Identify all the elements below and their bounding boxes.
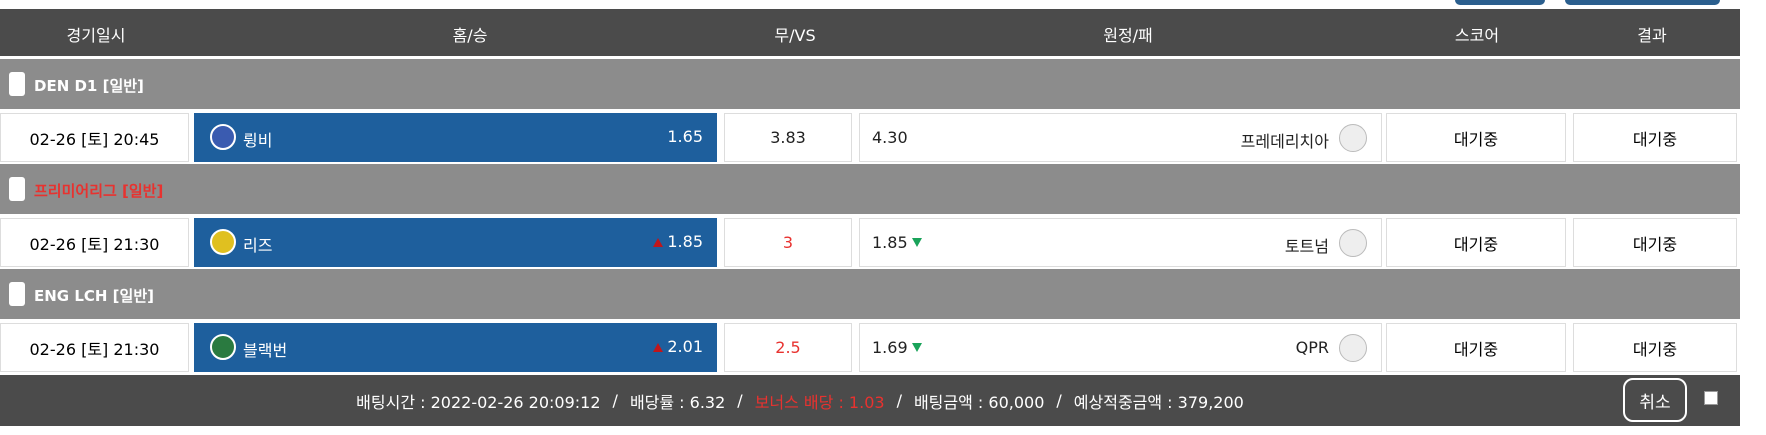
separator: / (737, 391, 743, 410)
league-icon (9, 72, 25, 96)
league-name: ENG LCH [일반] (34, 287, 154, 305)
tab-button[interactable] (1455, 0, 1545, 5)
away-cell[interactable]: 4.30 프레데리치아 (859, 113, 1382, 162)
away-team: QPR (1295, 338, 1329, 357)
summary-item: 배팅시간 : 2022-02-26 20:09:12 (356, 392, 601, 412)
home-cell[interactable]: 륑비 1.65 (194, 113, 717, 162)
trend-up (653, 238, 663, 247)
team-logo (210, 229, 236, 255)
team-logo (210, 124, 236, 150)
date-cell: 02-26 [토] 20:45 (0, 113, 189, 162)
away-cell[interactable]: 1.85 토트넘 (859, 218, 1382, 267)
home-cell[interactable]: 블랙번 2.01 (194, 323, 717, 372)
league-name: 프리미어리그 [일반] (34, 182, 164, 200)
checkbox[interactable] (1704, 391, 1718, 405)
footer-bar (0, 375, 1740, 426)
away-odds: 4.30 (872, 128, 908, 147)
footer-summary: 배팅시간 : 2022-02-26 20:09:12 / 배당률 : 6.32 / 보너… (0, 375, 1600, 426)
result-cell: 대기중 (1573, 323, 1737, 372)
team-logo (1339, 229, 1367, 257)
summary-item: 보너스 배당 : 1.03 (754, 392, 885, 412)
home-odds: 1.65 (667, 127, 703, 146)
summary-item: 예상적중금액 : 379,200 (1073, 392, 1244, 412)
summary-item: 배팅금액 : 60,000 (913, 392, 1045, 412)
away-odds: 1.85 (872, 233, 908, 252)
result-cell: 대기중 (1573, 113, 1737, 162)
separator: / (896, 391, 902, 410)
league-name: DEN D1 [일반] (34, 77, 144, 95)
away-team: 프레데리치아 (1240, 132, 1329, 151)
date-cell: 02-26 [토] 21:30 (0, 323, 189, 372)
trend-down (912, 238, 922, 247)
column-header: 원정/패 (1103, 26, 1153, 45)
column-header: 홈/승 (452, 26, 488, 45)
draw-cell[interactable]: 2.5 (724, 323, 852, 372)
team-logo (1339, 334, 1367, 362)
league-icon (9, 282, 25, 306)
home-cell[interactable]: 리즈 1.85 (194, 218, 717, 267)
team-logo (210, 334, 236, 360)
team-logo (1339, 124, 1367, 152)
home-team: 륑비 (243, 131, 273, 150)
score-cell: 대기중 (1386, 113, 1566, 162)
summary-item: 배당률 : 6.32 (629, 392, 726, 412)
separator: / (612, 391, 618, 410)
away-cell[interactable]: 1.69 QPR (859, 323, 1382, 372)
home-team: 리즈 (243, 236, 273, 255)
cancel-button[interactable]: 취소 (1623, 378, 1687, 422)
away-odds: 1.69 (872, 338, 908, 357)
league-row (0, 59, 1740, 109)
trend-up (653, 343, 663, 352)
score-cell: 대기중 (1386, 323, 1566, 372)
league-row (0, 269, 1740, 319)
trend-down (912, 343, 922, 352)
result-cell: 대기중 (1573, 218, 1737, 267)
draw-cell[interactable]: 3.83 (724, 113, 852, 162)
home-team: 블랙번 (243, 341, 288, 360)
league-row (0, 164, 1740, 214)
home-odds: 1.85 (667, 232, 703, 251)
score-cell: 대기중 (1386, 218, 1566, 267)
date-cell: 02-26 [토] 21:30 (0, 218, 189, 267)
column-header: 경기일시 (66, 26, 126, 45)
column-header: 무/VS (774, 26, 816, 45)
tab-button[interactable] (1565, 0, 1720, 5)
home-odds: 2.01 (667, 337, 703, 356)
away-team: 토트넘 (1284, 237, 1329, 256)
column-header: 결과 (1637, 26, 1667, 45)
league-icon (9, 177, 25, 201)
separator: / (1056, 391, 1062, 410)
column-header: 스코어 (1454, 26, 1500, 45)
draw-cell[interactable]: 3 (724, 218, 852, 267)
header-bar (0, 9, 1740, 56)
